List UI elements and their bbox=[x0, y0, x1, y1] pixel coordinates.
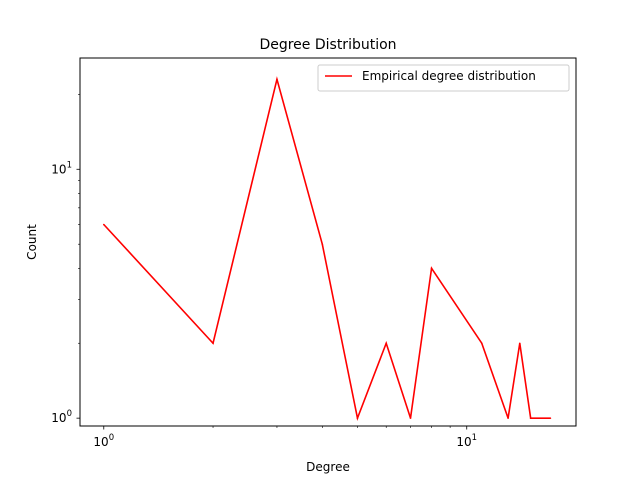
series-layer bbox=[102, 76, 552, 422]
data-point bbox=[480, 342, 483, 345]
chart-title: Degree Distribution bbox=[259, 37, 396, 53]
data-point bbox=[356, 417, 359, 419]
data-point bbox=[507, 417, 509, 419]
data-point bbox=[321, 243, 324, 246]
legend-box bbox=[317, 64, 570, 92]
plot-area bbox=[80, 58, 576, 426]
data-point bbox=[102, 223, 105, 226]
major-ticks: 100 101 100 101 bbox=[51, 160, 477, 449]
x-tick-label: 100 bbox=[93, 433, 114, 449]
data-point bbox=[549, 417, 552, 419]
y-tick-label: 100 bbox=[51, 409, 72, 425]
plot-frame bbox=[79, 57, 577, 427]
data-point bbox=[276, 78, 278, 81]
data-point bbox=[529, 417, 532, 419]
data-point bbox=[385, 342, 388, 345]
data-point bbox=[430, 267, 433, 270]
x-tick-label: 101 bbox=[456, 433, 477, 449]
y-axis-label: Count bbox=[25, 224, 39, 260]
data-point bbox=[518, 342, 521, 345]
legend: Empirical degree distribution bbox=[317, 64, 570, 92]
x-axis-label: Degree bbox=[306, 460, 350, 474]
y-tick-label: 101 bbox=[51, 160, 72, 176]
data-point bbox=[409, 417, 412, 419]
data-point bbox=[212, 342, 214, 345]
legend-entry-label: Empirical degree distribution bbox=[362, 69, 536, 83]
